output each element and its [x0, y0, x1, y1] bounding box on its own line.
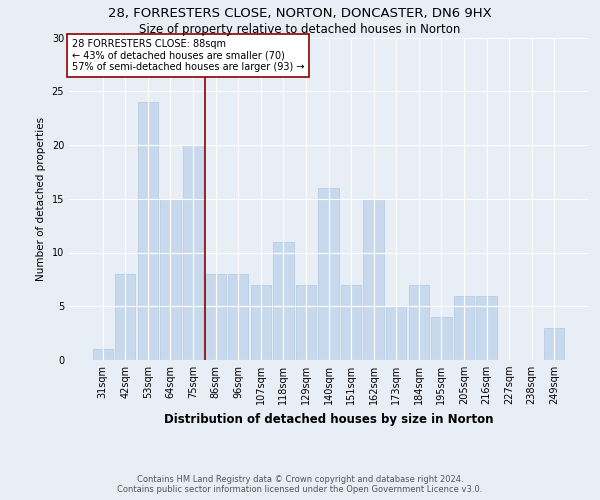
Text: 28, FORRESTERS CLOSE, NORTON, DONCASTER, DN6 9HX: 28, FORRESTERS CLOSE, NORTON, DONCASTER,…: [108, 8, 492, 20]
Text: Contains HM Land Registry data © Crown copyright and database right 2024.
Contai: Contains HM Land Registry data © Crown c…: [118, 474, 482, 494]
Bar: [138, 102, 158, 360]
Bar: [92, 349, 113, 360]
Bar: [183, 145, 203, 360]
Bar: [431, 317, 452, 360]
Bar: [409, 285, 429, 360]
Bar: [319, 188, 338, 360]
Bar: [364, 198, 384, 360]
Bar: [228, 274, 248, 360]
Y-axis label: Number of detached properties: Number of detached properties: [36, 116, 46, 281]
Text: 28 FORRESTERS CLOSE: 88sqm
← 43% of detached houses are smaller (70)
57% of semi: 28 FORRESTERS CLOSE: 88sqm ← 43% of deta…: [71, 39, 304, 72]
Bar: [296, 285, 316, 360]
Bar: [476, 296, 497, 360]
Bar: [160, 198, 181, 360]
Bar: [341, 285, 361, 360]
Bar: [386, 306, 406, 360]
Bar: [273, 242, 293, 360]
Bar: [115, 274, 136, 360]
X-axis label: Distribution of detached houses by size in Norton: Distribution of detached houses by size …: [164, 412, 493, 426]
Bar: [454, 296, 474, 360]
Bar: [205, 274, 226, 360]
Text: Size of property relative to detached houses in Norton: Size of property relative to detached ho…: [139, 22, 461, 36]
Bar: [544, 328, 565, 360]
Bar: [251, 285, 271, 360]
